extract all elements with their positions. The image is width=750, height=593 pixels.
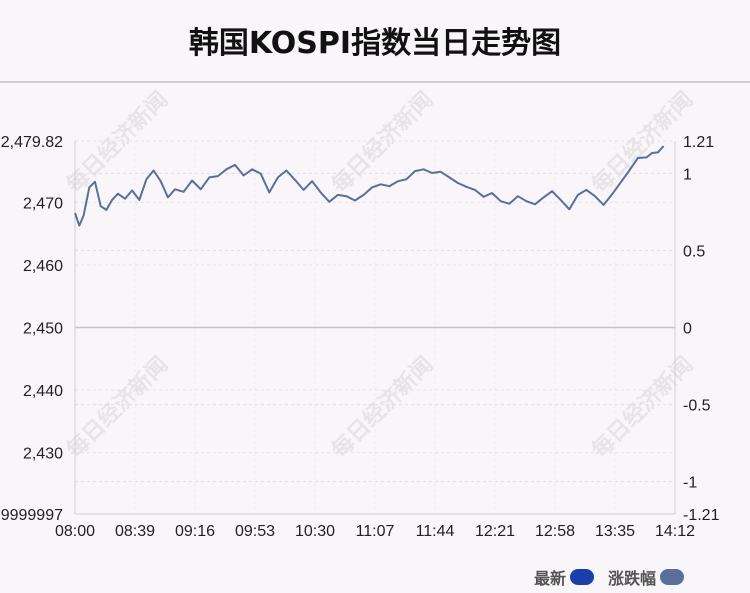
left-tick-label: 2,440 xyxy=(23,383,63,400)
chart-title: 韩国KOSPI指数当日走势图 xyxy=(188,26,562,61)
x-tick-label: 14:12 xyxy=(655,523,695,540)
x-tick-label: 10:30 xyxy=(295,523,335,540)
left-tick-label: 9999997 xyxy=(1,507,63,524)
title-divider xyxy=(0,81,750,83)
left-tick-label: 2,470 xyxy=(23,195,63,212)
left-tick-label: 2,450 xyxy=(23,321,63,338)
legend-latest-label: 最新 xyxy=(534,569,567,588)
right-tick-label: 0.5 xyxy=(683,243,705,260)
x-tick-label: 11:44 xyxy=(416,523,455,540)
legend-change-label: 涨跌幅 xyxy=(608,569,657,588)
right-tick-label: -0.5 xyxy=(683,398,711,415)
series-line xyxy=(74,145,665,227)
x-tick-label: 08:00 xyxy=(55,523,95,540)
right-tick-label: 1 xyxy=(683,166,692,183)
x-tick-label: 09:16 xyxy=(175,523,215,540)
right-tick-label: 0 xyxy=(683,321,692,338)
left-tick-label: 2,479.82 xyxy=(1,134,63,151)
legend-change-swatch xyxy=(660,569,685,585)
legend-change: 涨跌幅 xyxy=(608,565,685,589)
x-tick-label: 13:35 xyxy=(595,523,635,540)
right-tick-label: -1.21 xyxy=(683,507,720,524)
x-tick-label: 11:07 xyxy=(356,523,395,540)
left-tick-label: 2,460 xyxy=(23,258,63,275)
x-tick-label: 12:58 xyxy=(535,523,575,540)
x-tick-label: 12:21 xyxy=(475,523,515,540)
x-tick-label: 09:53 xyxy=(235,523,275,540)
right-tick-label: -1 xyxy=(683,475,697,492)
x-tick-label: 08:39 xyxy=(115,523,155,540)
legend-latest: 最新 xyxy=(534,565,595,589)
left-tick-label: 2,430 xyxy=(23,446,63,463)
legend-latest-swatch xyxy=(570,569,595,585)
right-tick-label: 1.21 xyxy=(683,134,714,151)
